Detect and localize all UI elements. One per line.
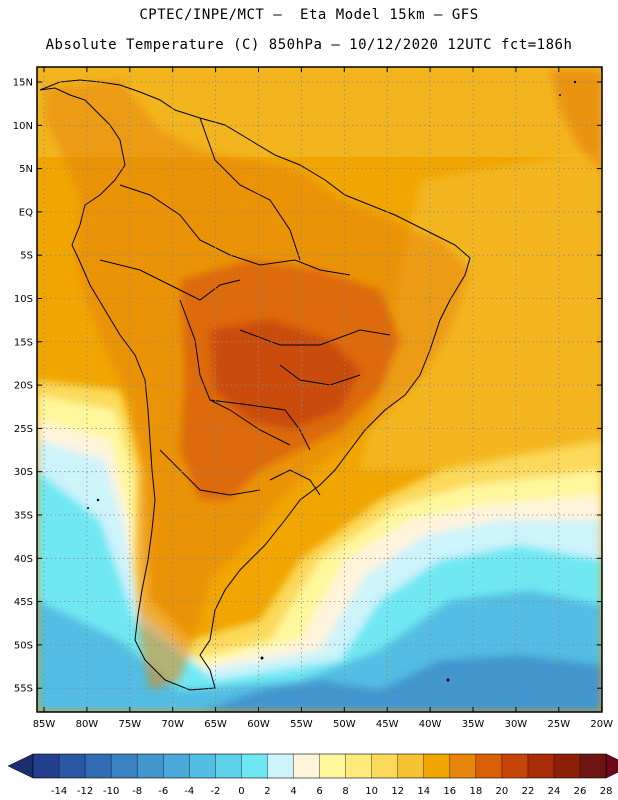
colorbar-swatch [423,754,451,778]
island-dot-2 [87,507,89,509]
colorbar-swatch [501,754,529,778]
lat-label: 20S [14,381,33,392]
lon-label: 70W [161,719,184,730]
colorbar-swatch [397,754,425,778]
lon-label: 85W [33,719,56,730]
colorbar-label: -14 [51,786,67,797]
colorbar-swatch [475,754,503,778]
lon-label: 55W [290,719,313,730]
island-dot-3 [573,80,577,84]
lat-label: 40S [14,554,33,565]
lon-label: 65W [204,719,227,730]
colorbar-swatch [371,754,398,778]
lat-label: 5N [19,164,33,175]
atlantic-lighter-region [360,150,602,470]
colorbar-label: 22 [522,786,535,797]
lon-label: 75W [118,719,141,730]
lat-label: 10S [14,294,33,305]
colorbar-over-arrow [605,753,618,779]
colorbar-label: 14 [417,786,430,797]
colorbar-label: -4 [184,786,194,797]
colorbar-swatch [580,754,607,778]
island-dot-5 [446,678,450,682]
colorbar-swatch [85,754,112,778]
title-line-2: Absolute Temperature (C) 850hPa — 10/12/… [45,37,573,53]
lon-label: 30W [505,719,528,730]
lat-label: EQ [19,207,33,218]
colorbar-swatch [319,754,346,778]
colorbar-swatch [449,754,477,778]
lat-label: 15N [13,78,33,89]
colorbar-swatch [527,754,555,778]
colorbar-label: 10 [365,786,378,797]
island-dot-4 [559,94,561,96]
lat-label: 35S [14,511,33,522]
colorbar-label: -6 [158,786,168,797]
colorbar-under-arrow [7,753,34,779]
lat-label: 10N [13,121,33,132]
colorbar-swatch [554,754,581,778]
colorbar [7,753,618,779]
colorbar-label: 16 [443,786,456,797]
colorbar-label: 12 [391,786,404,797]
band-minus6 [200,655,602,712]
colorbar-label: 6 [316,786,322,797]
lat-label: 30S [14,467,33,478]
colorbar-swatch [59,754,86,778]
map-frame [36,66,603,713]
title-line-1: CPTEC/INPE/MCT — Eta Model 15km — GFS [139,7,479,23]
lat-label: 50S [14,640,33,651]
colorbar-label: 18 [469,786,482,797]
lon-label: 80W [76,719,99,730]
lon-label: 20W [590,719,613,730]
colorbar-swatch [189,754,216,778]
longitude-labels: 85W 80W 75W 70W 65W 60W 55W 50W 45W 40W 35W 30W 25W 2… [33,719,613,730]
colorbar-label: 24 [548,786,561,797]
lon-label: 25W [547,719,570,730]
colorbar-label: -12 [77,786,93,797]
lat-label: 5S [20,251,33,262]
colorbar-swatch [111,754,138,778]
colorbar-swatch [163,754,190,778]
lat-label: 15S [14,337,33,348]
lon-label: 60W [247,719,270,730]
colorbar-label: 2 [264,786,270,797]
colorbar-label: -8 [132,786,142,797]
lon-label: 40W [419,719,442,730]
lon-label: 35W [462,719,485,730]
colorbar-swatch [215,754,242,778]
temperature-field [37,67,602,712]
colorbar-label: -10 [103,786,119,797]
lat-label: 45S [14,597,33,608]
island-dot-1 [96,498,100,502]
colorbar-label: 28 [600,786,613,797]
colorbar-label: 26 [574,786,587,797]
latitude-labels: 15N 10N 5N EQ 5S 10S 15S 20S 25S 30S 35S 40S 45S 50S 5… [13,78,33,695]
lat-label: 25S [14,424,33,435]
colorbar-label: 4 [290,786,296,797]
northeast-warm-spot [550,70,602,170]
colorbar-labels: -14 -12 -10 -8 -6 -4 -2 0 2 4 6 8 10 12 14 16 18 20 22 24 26… [51,786,613,797]
lon-label: 45W [376,719,399,730]
hottest-interior-region [210,320,360,430]
axis-ticks [37,67,603,712]
island-dot-6 [260,656,264,660]
colorbar-swatch [241,754,268,778]
colorbar-swatch [33,754,60,778]
colorbar-swatch [293,754,320,778]
colorbar-label: 20 [496,786,509,797]
colorbar-swatch [267,754,294,778]
colorbar-label: 0 [238,786,244,797]
islands [87,80,577,682]
lon-label: 50W [333,719,356,730]
coastlines [39,79,471,691]
colorbar-label: -2 [210,786,220,797]
lat-label: 55S [14,684,33,695]
colorbar-label: 8 [342,786,348,797]
colorbar-swatch [345,754,372,778]
colorbar-swatch [137,754,164,778]
